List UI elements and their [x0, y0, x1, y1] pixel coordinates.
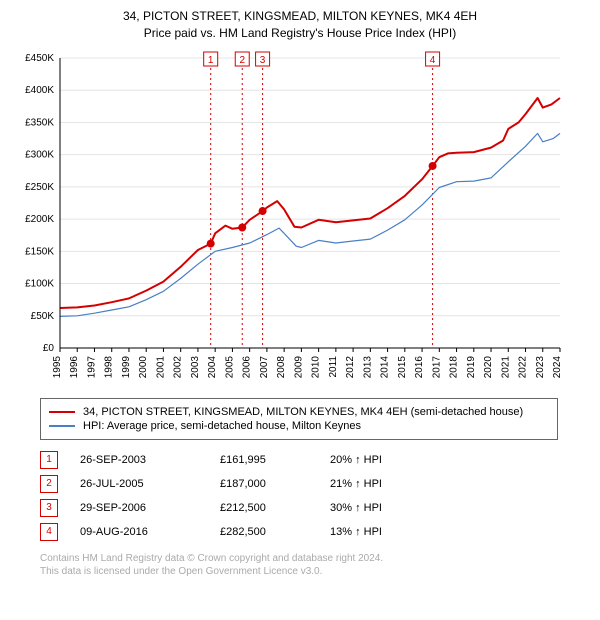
chart-svg: £0 £50K £100K £150K £200K £250K £300K £350K £400…: [10, 48, 570, 388]
svg-text:£0: £0: [43, 343, 55, 354]
arrow-up-icon: ↑: [355, 526, 361, 538]
svg-text:1999: 1999: [121, 355, 132, 378]
svg-text:4: 4: [430, 55, 436, 66]
sale-date: 26-JUL-2005: [80, 478, 220, 490]
sale-marker: 4: [40, 523, 58, 541]
svg-text:2015: 2015: [397, 355, 408, 378]
svg-text:2020: 2020: [483, 355, 494, 378]
arrow-up-icon: ↑: [355, 454, 361, 466]
svg-text:2012: 2012: [345, 355, 356, 378]
svg-text:2023: 2023: [535, 355, 546, 378]
legend-swatch: [49, 411, 75, 413]
svg-text:£200K: £200K: [25, 214, 54, 225]
footer-line-2: This data is licensed under the Open Gov…: [40, 565, 590, 578]
svg-text:£150K: £150K: [25, 246, 54, 257]
sale-row: 4 09-AUG-2016£282,50013% ↑ HPI: [40, 520, 590, 544]
svg-text:1: 1: [208, 55, 214, 66]
sale-marker: 1: [40, 451, 58, 469]
sale-price: £212,500: [220, 502, 330, 514]
legend-item: 34, PICTON STREET, KINGSMEAD, MILTON KEY…: [49, 405, 549, 419]
svg-text:2: 2: [239, 55, 245, 66]
svg-text:2001: 2001: [155, 355, 166, 378]
sale-delta: 20% ↑ HPI: [330, 454, 440, 466]
sale-marker: 2: [40, 475, 58, 493]
svg-text:2005: 2005: [224, 355, 235, 378]
legend-label: 34, PICTON STREET, KINGSMEAD, MILTON KEY…: [83, 406, 523, 418]
sale-row: 1 26-SEP-2003£161,99520% ↑ HPI: [40, 448, 590, 472]
sale-marker: 3: [40, 499, 58, 517]
sale-row: 2 26-JUL-2005£187,00021% ↑ HPI: [40, 472, 590, 496]
svg-text:£250K: £250K: [25, 181, 54, 192]
sales-table: 1 26-SEP-2003£161,99520% ↑ HPI 2 26-JUL-200…: [40, 448, 590, 544]
legend-item: HPI: Average price, semi-detached house,…: [49, 419, 549, 433]
arrow-up-icon: ↑: [355, 478, 361, 490]
svg-text:2002: 2002: [173, 355, 184, 378]
sale-delta: 13% ↑ HPI: [330, 526, 440, 538]
price-chart: £0 £50K £100K £150K £200K £250K £300K £350K £400…: [10, 48, 590, 388]
svg-text:£300K: £300K: [25, 149, 54, 160]
arrow-up-icon: ↑: [355, 502, 361, 514]
svg-text:£350K: £350K: [25, 117, 54, 128]
svg-text:2017: 2017: [431, 355, 442, 378]
svg-text:2011: 2011: [328, 355, 339, 377]
svg-text:£100K: £100K: [25, 278, 54, 289]
sale-date: 26-SEP-2003: [80, 454, 220, 466]
svg-text:2008: 2008: [276, 355, 287, 378]
svg-text:1996: 1996: [69, 355, 80, 378]
svg-text:£400K: £400K: [25, 85, 54, 96]
svg-text:2018: 2018: [449, 355, 460, 378]
sale-price: £161,995: [220, 454, 330, 466]
footer-attribution: Contains HM Land Registry data © Crown c…: [40, 552, 590, 578]
legend: 34, PICTON STREET, KINGSMEAD, MILTON KEY…: [40, 398, 558, 440]
svg-text:2000: 2000: [138, 355, 149, 378]
svg-text:1995: 1995: [52, 355, 63, 378]
svg-text:2004: 2004: [207, 355, 218, 378]
legend-swatch: [49, 425, 75, 427]
svg-text:£50K: £50K: [31, 310, 55, 321]
sale-price: £187,000: [220, 478, 330, 490]
sale-delta: 30% ↑ HPI: [330, 502, 440, 514]
title-line-2: Price paid vs. HM Land Registry's House …: [10, 25, 590, 42]
svg-text:2009: 2009: [293, 355, 304, 378]
svg-text:2006: 2006: [242, 355, 253, 378]
legend-label: HPI: Average price, semi-detached house,…: [83, 420, 361, 432]
svg-text:2024: 2024: [552, 355, 563, 378]
sale-date: 29-SEP-2006: [80, 502, 220, 514]
footer-line-1: Contains HM Land Registry data © Crown c…: [40, 552, 590, 565]
svg-text:2014: 2014: [380, 355, 391, 378]
svg-text:2016: 2016: [414, 355, 425, 378]
svg-text:2019: 2019: [466, 355, 477, 378]
svg-text:2013: 2013: [362, 355, 373, 378]
svg-text:£450K: £450K: [25, 53, 54, 64]
svg-text:2021: 2021: [500, 355, 511, 378]
svg-text:1997: 1997: [86, 355, 97, 378]
sale-delta: 21% ↑ HPI: [330, 478, 440, 490]
svg-text:1998: 1998: [104, 355, 115, 378]
svg-text:2022: 2022: [518, 355, 529, 378]
svg-text:3: 3: [260, 55, 266, 66]
sale-date: 09-AUG-2016: [80, 526, 220, 538]
sale-row: 3 29-SEP-2006£212,50030% ↑ HPI: [40, 496, 590, 520]
sale-price: £282,500: [220, 526, 330, 538]
svg-text:2010: 2010: [311, 355, 322, 378]
title-line-1: 34, PICTON STREET, KINGSMEAD, MILTON KEY…: [10, 8, 590, 25]
svg-text:2007: 2007: [259, 355, 270, 378]
svg-text:2003: 2003: [190, 355, 201, 378]
chart-title: 34, PICTON STREET, KINGSMEAD, MILTON KEY…: [10, 8, 590, 42]
